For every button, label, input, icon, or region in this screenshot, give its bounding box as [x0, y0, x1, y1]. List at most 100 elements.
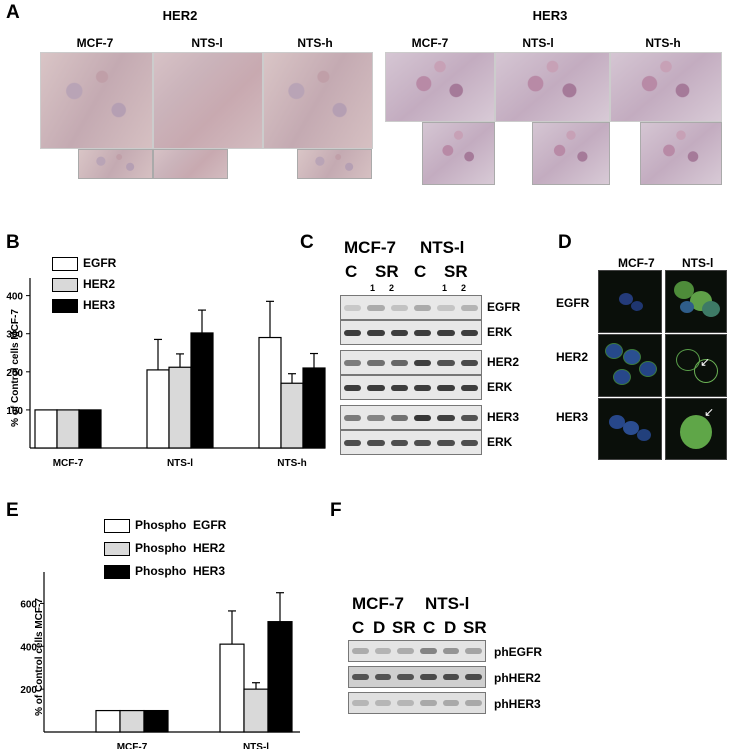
legend-swatch-phospho-her2 — [104, 541, 130, 556]
c-blot-her3 — [340, 405, 482, 430]
blot-band — [460, 439, 478, 446]
blot-band — [414, 304, 432, 311]
c-sublane-2a: 2 — [389, 283, 395, 293]
blot-band — [465, 648, 482, 654]
c-blot-her2 — [340, 350, 482, 375]
bar — [302, 367, 326, 449]
f-blot-phher3 — [348, 692, 486, 714]
f-group-mcf7: MCF-7 — [352, 594, 404, 613]
c-row-erk1: ERK — [487, 325, 513, 339]
blot-band — [465, 674, 482, 680]
her2-title: HER2 — [162, 8, 198, 23]
blot-band — [442, 700, 460, 706]
f-lane-d1: D — [373, 618, 386, 637]
legend-swatch-her2 — [52, 277, 78, 292]
f-lane-sr1: SR — [392, 618, 416, 637]
blot-band — [414, 384, 432, 391]
f-group-ntsl: NTS-l — [425, 594, 470, 613]
c-blot-erk3 — [340, 430, 482, 455]
blot-band — [460, 304, 478, 311]
d-if-ntsl-egfr — [665, 270, 727, 333]
blot-band — [390, 304, 408, 311]
d-if-ntsl-her2: ↙ — [665, 334, 727, 397]
blot-band — [414, 329, 432, 336]
d-row-egfr: EGFR — [556, 296, 590, 310]
blot-band — [460, 329, 478, 336]
d-col-mcf7: MCF-7 — [618, 256, 655, 270]
legend-her3: HER3 — [52, 298, 115, 313]
blot-band — [390, 414, 408, 421]
panel-b-label: B — [6, 232, 20, 253]
her2-col-ntsl: NTS-l — [191, 36, 223, 50]
panel-f-label: F — [330, 500, 342, 521]
d-if-mcf7-her3 — [598, 398, 662, 460]
y-tick-label: 100 — [6, 406, 23, 417]
blot-band — [442, 674, 460, 680]
d-if-mcf7-egfr — [598, 270, 662, 333]
bar — [95, 709, 121, 733]
y-tick-label: 300 — [6, 330, 23, 341]
her3-ntsh-micrograph — [610, 52, 722, 122]
d-if-mcf7-her2 — [598, 334, 662, 397]
f-row-phegfr: phEGFR — [494, 645, 542, 659]
blot-band — [374, 700, 392, 706]
legend-her2-label: HER2 — [83, 277, 116, 291]
x-tick-label: NTS-l — [243, 742, 269, 749]
blot-band — [352, 648, 369, 654]
d-col-ntsl: NTS-l — [682, 256, 714, 270]
blot-band — [352, 674, 369, 680]
her2-ntsl-inset — [153, 149, 228, 179]
bar — [56, 409, 80, 449]
blot-band — [437, 439, 455, 446]
blot-band — [344, 304, 362, 311]
blot-band — [352, 700, 369, 706]
c-sublane-2b: 2 — [461, 283, 467, 293]
c-row-her3: HER3 — [487, 410, 520, 424]
blot-band — [390, 439, 408, 446]
bar — [34, 409, 58, 449]
c-blot-erk1 — [340, 320, 482, 345]
legend-phospho-egfr-label: Phospho EGFR — [135, 518, 227, 532]
blot-band — [437, 359, 455, 366]
her2-ntsl-micrograph — [153, 52, 263, 149]
her3-ntsl-micrograph — [495, 52, 610, 122]
her3-mcf7-micrograph — [385, 52, 495, 122]
d-arrow-her3-icon: ↙ — [704, 405, 715, 419]
c-row-erk3: ERK — [487, 435, 513, 449]
blot-band — [420, 674, 437, 680]
blot-band — [414, 414, 432, 421]
y-tick-label: 600 — [20, 599, 37, 610]
blot-band — [367, 329, 385, 336]
blot-band — [344, 359, 362, 366]
c-sublane-1a: 1 — [370, 283, 376, 293]
c-lane-c1: C — [345, 262, 358, 281]
blot-band — [397, 648, 414, 654]
chart-b: 100 200 300 400 % of Control cells MCF-7 MCF-… — [6, 278, 326, 469]
bar — [258, 336, 282, 449]
her3-ntsh-inset — [640, 122, 722, 185]
y-tick-label: 400 — [6, 292, 23, 303]
her3-title: HER3 — [532, 8, 568, 23]
her3-col-mcf7: MCF-7 — [411, 36, 449, 50]
d-if-ntsl-her3: ↙ — [665, 398, 727, 460]
bar — [119, 709, 145, 733]
c-row-erk2: ERK — [487, 380, 513, 394]
f-blot-phegfr — [348, 640, 486, 662]
legend-phospho-her3-label: Phospho HER3 — [135, 564, 226, 578]
blot-band — [367, 384, 385, 391]
blot-band — [397, 674, 414, 680]
blot-band — [420, 700, 437, 706]
c-row-her2: HER2 — [487, 355, 520, 369]
c-lane-sr1: SR — [375, 262, 399, 281]
blot-band — [344, 329, 362, 336]
y-tick-label: 400 — [20, 642, 37, 653]
panel-c-label: C — [300, 232, 314, 253]
legend-phospho-her2-label: Phospho HER2 — [135, 541, 226, 555]
c-blot-erk2 — [340, 375, 482, 400]
f-lane-sr2: SR — [463, 618, 487, 637]
bar — [190, 332, 214, 449]
her2-col-mcf7: MCF-7 — [76, 36, 114, 50]
blot-band — [414, 439, 432, 446]
legend-her2: HER2 — [52, 277, 115, 292]
her2-ntsh-inset — [297, 149, 372, 179]
